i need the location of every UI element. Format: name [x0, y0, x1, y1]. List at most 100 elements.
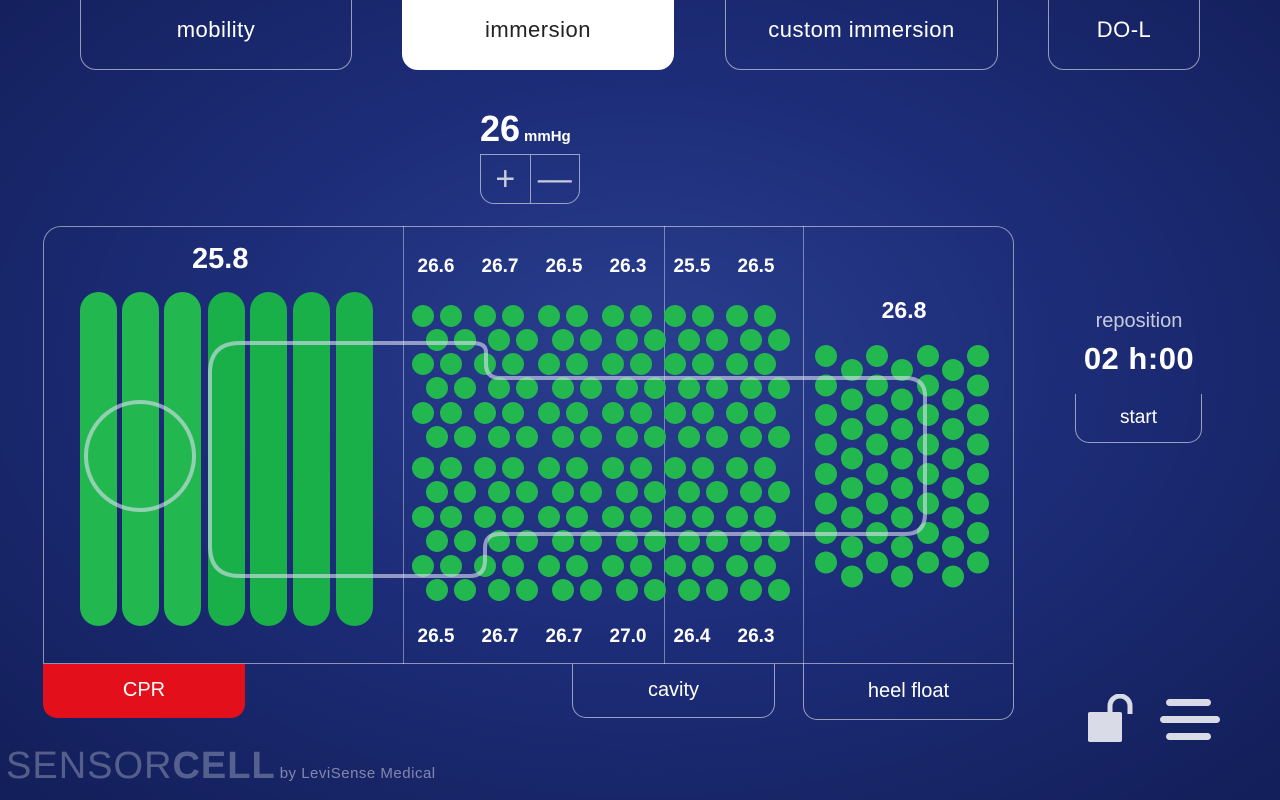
torso-cell [692, 457, 714, 479]
torso-cell [412, 305, 434, 327]
zone-divider [664, 226, 665, 664]
heel-cell [866, 345, 888, 367]
torso-cell [566, 555, 588, 577]
torso-cell [602, 353, 624, 375]
torso-cell [412, 402, 434, 424]
heel-cell [942, 388, 964, 411]
torso-cell [516, 481, 538, 503]
torso-cell [602, 506, 624, 528]
torso-cell [706, 329, 728, 351]
torso-cell [426, 426, 448, 448]
head-zone-cell [80, 292, 117, 626]
torso-cell [440, 457, 462, 479]
torso-cell [740, 481, 762, 503]
torso-cell [552, 329, 574, 351]
decrease-pressure-button[interactable]: — [537, 159, 572, 198]
torso-cell [692, 305, 714, 327]
torso-cell [566, 402, 588, 424]
torso-cell [488, 426, 510, 448]
heel-cell [891, 536, 913, 558]
zone-value-bottom: 26.7 [545, 626, 583, 647]
tab-custom-immersion[interactable]: custom immersion [725, 0, 998, 70]
torso-cell [440, 305, 462, 327]
torso-cell [630, 402, 652, 424]
torso-cell [412, 457, 434, 479]
torso-cell [768, 579, 790, 601]
torso-cell [502, 305, 524, 327]
cavity-button[interactable]: cavity [572, 664, 775, 718]
head-zone-value: 25.8 [192, 243, 249, 275]
cpr-button[interactable]: CPR [43, 664, 245, 718]
zone-value-top: 26.3 [609, 256, 647, 277]
heel-cell [967, 463, 989, 485]
tab-immersion[interactable]: immersion [402, 0, 674, 70]
torso-cell [692, 506, 714, 528]
heel-zone-value: 26.8 [881, 297, 927, 323]
zone-value-bottom: 26.7 [481, 626, 519, 647]
heel-cell [942, 418, 964, 440]
start-button[interactable]: start [1075, 394, 1202, 443]
torso-cell [502, 353, 524, 375]
heel-cell [891, 447, 913, 470]
torso-cell [412, 555, 434, 577]
torso-cell [726, 353, 748, 375]
heel-cell [967, 522, 989, 544]
torso-cell [516, 329, 538, 351]
brand-logo: SENSORCELL by LeviSense Medical [6, 745, 436, 788]
torso-cell [768, 329, 790, 351]
torso-cell [630, 506, 652, 528]
torso-cell [602, 305, 624, 327]
heel-cell [942, 477, 964, 499]
heel-cell [841, 388, 863, 411]
tab-mobility[interactable]: mobility [80, 0, 352, 70]
unlock-icon[interactable] [1086, 694, 1142, 746]
torso-cell [706, 377, 728, 399]
torso-cell [740, 377, 762, 399]
heel-float-button[interactable]: heel float [803, 664, 1014, 720]
heel-cell [891, 477, 913, 499]
heel-cell [967, 551, 989, 574]
pressure-readout: 26 mmHg [480, 108, 571, 150]
torso-cell [754, 353, 776, 375]
torso-cell [440, 402, 462, 424]
torso-cell [726, 305, 748, 327]
torso-cell [630, 555, 652, 577]
torso-cell [740, 579, 762, 601]
torso-cell [664, 305, 686, 327]
torso-cell [754, 305, 776, 327]
heel-cell [815, 492, 837, 515]
torso-cell [580, 426, 602, 448]
torso-cell [616, 329, 638, 351]
torso-cell [678, 377, 700, 399]
torso-cell [692, 353, 714, 375]
torso-cell [706, 579, 728, 601]
brand-sensor: SENSOR [6, 745, 173, 787]
zone-value-top: 26.6 [417, 256, 455, 277]
hamburger-menu-icon[interactable] [1158, 697, 1222, 745]
zone-value-top: 26.5 [545, 256, 583, 277]
torso-cell [426, 530, 448, 552]
torso-cell [678, 481, 700, 503]
heel-cell [866, 492, 888, 515]
heel-cell [891, 506, 913, 529]
torso-cell [426, 481, 448, 503]
heel-cell [841, 536, 863, 558]
heel-cell [815, 433, 837, 456]
torso-cell [412, 353, 434, 375]
torso-cell [474, 506, 496, 528]
tab-do-l[interactable]: DO-L [1048, 0, 1200, 70]
torso-cell [566, 305, 588, 327]
heel-cell [917, 345, 939, 367]
torso-cell [454, 377, 476, 399]
increase-pressure-button[interactable]: + [481, 155, 531, 203]
torso-cell [538, 457, 560, 479]
head-zone-cell [250, 292, 287, 626]
torso-cell [502, 506, 524, 528]
torso-cell [664, 402, 686, 424]
heel-cell [841, 447, 863, 470]
torso-cell [538, 305, 560, 327]
torso-cell [706, 481, 728, 503]
heel-cell [841, 359, 863, 381]
heel-cell [841, 477, 863, 499]
heel-cell [866, 433, 888, 456]
